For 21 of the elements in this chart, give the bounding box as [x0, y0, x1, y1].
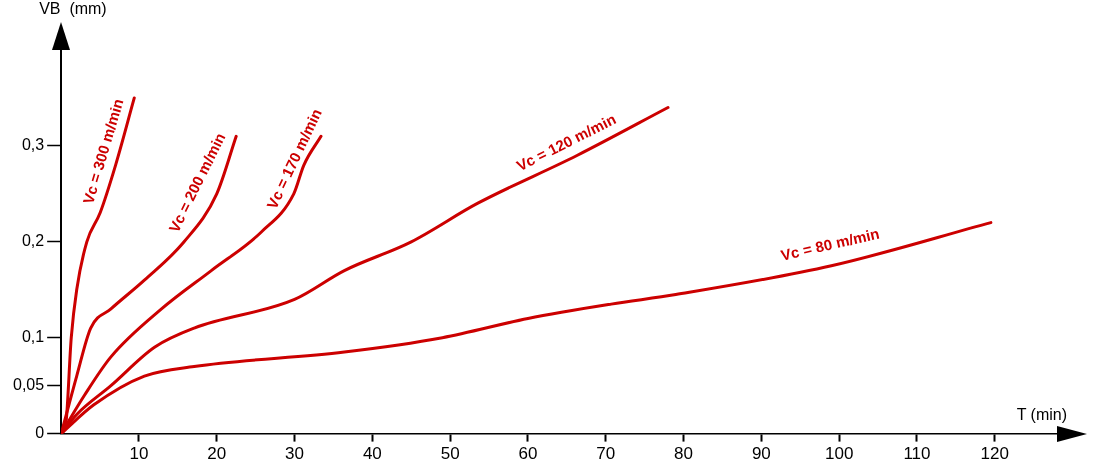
- y-tick-label: 0: [35, 424, 45, 442]
- x-tick-label: 110: [903, 444, 931, 464]
- y-tick-label: 0,2: [21, 232, 45, 250]
- x-tick-label: 40: [362, 444, 382, 464]
- y-tick-label: 0,3: [21, 136, 45, 154]
- x-tick-label: 100: [824, 444, 854, 464]
- y-tick-label: 0,05: [13, 376, 45, 394]
- y-axis-title: VB (mm): [39, 0, 107, 18]
- x-tick-label: 90: [751, 444, 771, 464]
- x-tick-label: 10: [129, 444, 149, 464]
- x-axis-title: T (min): [1016, 406, 1067, 424]
- y-tick-label: 0,1: [21, 328, 45, 346]
- x-tick-label: 20: [207, 444, 227, 464]
- x-tick-label: 50: [440, 444, 460, 464]
- x-tick-label: 80: [674, 444, 694, 464]
- text: Vc = 80 m/min: [779, 224, 881, 264]
- x-tick-label: 60: [518, 444, 538, 464]
- text: Vc = 300 m/min: [79, 96, 127, 206]
- x-tick-label: 120: [980, 444, 1009, 464]
- x-tick-label: 70: [596, 444, 616, 464]
- x-tick-label: 30: [285, 444, 305, 464]
